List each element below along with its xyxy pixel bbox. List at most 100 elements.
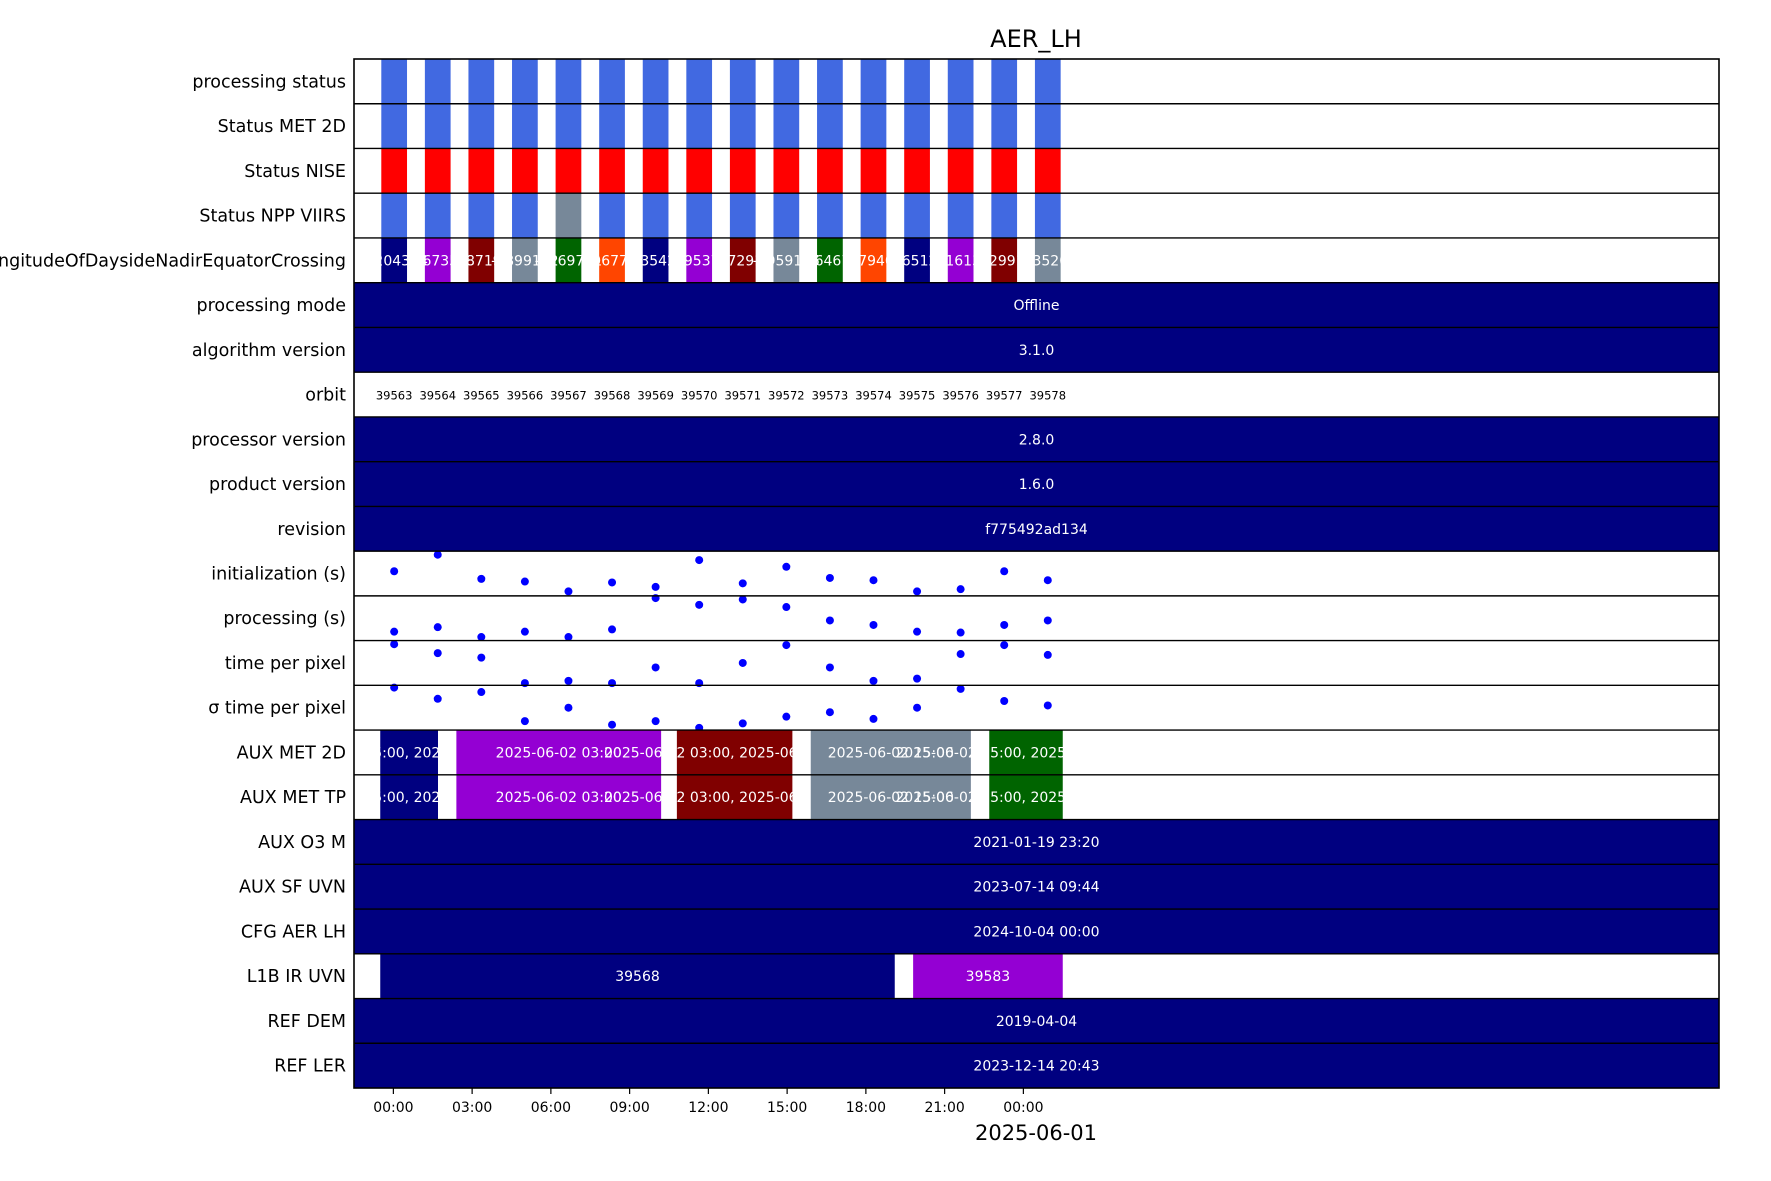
x-tick-label-5: 15:00 bbox=[767, 1100, 807, 1116]
point-initialization-s-8 bbox=[738, 579, 747, 588]
point-time-per-pixel-13 bbox=[956, 650, 965, 659]
span-label-aux-met-2d-2: 2025-06-02 03:00, 2025-06-02 15:00 bbox=[604, 745, 865, 761]
x-tick-label-3: 09:00 bbox=[609, 1100, 649, 1116]
point-processing-s-4 bbox=[564, 633, 573, 642]
row-label-processing-mode: processing mode bbox=[196, 296, 346, 316]
row-label-cfg-aer-lh: CFG AER LH bbox=[241, 922, 346, 942]
bar-status-npp-viirs-9 bbox=[773, 193, 800, 238]
point-time-per-pixel-14 bbox=[1000, 697, 1009, 706]
span-ref-ler-0 bbox=[354, 1043, 1719, 1088]
span-label-algorithm-version-0: 3.1.0 bbox=[1019, 343, 1055, 359]
bar-longitudeofdaysidenadirequatorcrossing-15 bbox=[1034, 237, 1061, 283]
row-label-time-per-pixel: time per pixel bbox=[225, 654, 346, 674]
span-algorithm-version-0 bbox=[354, 327, 1719, 373]
span-label-l1b-ir-uvn-1: 39583 bbox=[966, 969, 1011, 985]
orbit-number-9: 39572 bbox=[768, 389, 805, 403]
bar-status-npp-viirs-2 bbox=[468, 193, 495, 238]
point-time-per-pixel-10 bbox=[825, 708, 834, 717]
row-label-time-per-pixel: σ time per pixel bbox=[208, 699, 346, 719]
span-label-ref-ler-0: 2023-12-14 20:43 bbox=[973, 1059, 1099, 1075]
point-time-per-pixel-6 bbox=[651, 663, 660, 672]
bar-status-nise-5 bbox=[599, 148, 625, 194]
point-time-per-pixel-1 bbox=[433, 649, 442, 658]
span-l1b-ir-uvn-1 bbox=[913, 953, 1063, 999]
bar-status-met-2d-12 bbox=[904, 103, 930, 149]
x-tick-label-4: 12:00 bbox=[688, 1100, 728, 1116]
bar-status-met-2d-0 bbox=[381, 103, 408, 149]
point-initialization-s-14 bbox=[1000, 567, 1009, 576]
orbit-number-13: 39576 bbox=[942, 389, 979, 403]
span-label-aux-met-tp-3: 2025-06-02 15:00 bbox=[828, 790, 954, 806]
point-initialization-s-7 bbox=[695, 556, 704, 565]
row-label-initialization-s: initialization (s) bbox=[211, 565, 346, 585]
span-label-processing-mode-0: Offline bbox=[1014, 298, 1060, 314]
bar-status-met-2d-8 bbox=[729, 103, 756, 149]
bar-label-longitudeofdaysidenadirequatorcrossing-14: -829918 bbox=[975, 253, 1034, 269]
point-time-per-pixel-4 bbox=[564, 703, 573, 712]
span-label-cfg-aer-lh-0: 2024-10-04 00:00 bbox=[973, 924, 1099, 940]
x-tick-label-6: 18:00 bbox=[846, 1100, 886, 1116]
bar-status-met-2d-5 bbox=[599, 103, 625, 149]
orbit-number-12: 39575 bbox=[899, 389, 936, 403]
bar-processing-status-9 bbox=[773, 59, 800, 104]
bar-longitudeofdaysidenadirequatorcrossing-7 bbox=[686, 237, 713, 283]
bar-longitudeofdaysidenadirequatorcrossing-4 bbox=[555, 237, 582, 283]
bar-status-nise-15 bbox=[1034, 148, 1061, 194]
point-time-per-pixel-0 bbox=[390, 640, 399, 649]
row-label-aux-met-2d: AUX MET 2D bbox=[237, 743, 346, 763]
span-label-aux-o3-m-0: 2021-01-19 23:20 bbox=[973, 835, 1099, 851]
bar-status-nise-11 bbox=[860, 148, 887, 194]
point-initialization-s-12 bbox=[913, 587, 922, 596]
span-aux-met-2d-3 bbox=[810, 730, 971, 775]
point-initialization-s-3 bbox=[520, 577, 529, 586]
bar-label-longitudeofdaysidenadirequatorcrossing-1: -167351 bbox=[408, 253, 467, 269]
bar-status-nise-1 bbox=[424, 148, 451, 194]
row-label-aux-sf-uvn: AUX SF UVN bbox=[239, 878, 346, 898]
point-initialization-s-10 bbox=[825, 573, 834, 582]
bar-status-met-2d-2 bbox=[468, 103, 495, 149]
bar-processing-status-0 bbox=[381, 59, 408, 104]
span-label-aux-met-2d-3: 2025-06-02 15:00 bbox=[828, 745, 954, 761]
point-initialization-s-5 bbox=[608, 578, 617, 587]
point-time-per-pixel-15 bbox=[1043, 701, 1052, 710]
bar-longitudeofdaysidenadirequatorcrossing-3 bbox=[512, 237, 538, 283]
row-labels: processing status Status MET 2D Status NIS… bbox=[0, 72, 346, 1076]
point-processing-s-10 bbox=[825, 616, 834, 625]
orbit-number-4: 39567 bbox=[550, 389, 587, 403]
orbit-number-14: 39577 bbox=[986, 389, 1023, 403]
bar-longitudeofdaysidenadirequatorcrossing-9 bbox=[773, 237, 800, 283]
orbit-number-5: 39568 bbox=[594, 389, 631, 403]
bar-longitudeofdaysidenadirequatorcrossing-2 bbox=[468, 237, 495, 283]
bar-status-met-2d-9 bbox=[773, 103, 800, 149]
bar-status-met-2d-15 bbox=[1034, 103, 1061, 149]
bar-status-npp-viirs-7 bbox=[686, 193, 713, 238]
span-aux-met-tp-2 bbox=[676, 774, 793, 820]
bar-status-npp-viirs-10 bbox=[817, 193, 843, 238]
row-label-status-npp-viirs: Status NPP VIIRS bbox=[199, 207, 346, 227]
orbit-number-0: 39563 bbox=[376, 389, 413, 403]
point-processing-s-11 bbox=[869, 620, 878, 629]
point-time-per-pixel-14 bbox=[1000, 641, 1009, 650]
point-initialization-s-2 bbox=[477, 574, 486, 583]
bar-longitudeofdaysidenadirequatorcrossing-12 bbox=[904, 237, 930, 283]
point-processing-s-14 bbox=[1000, 620, 1009, 629]
bar-status-npp-viirs-11 bbox=[860, 193, 887, 238]
row-label-status-nise: Status NISE bbox=[244, 162, 346, 182]
bar-label-longitudeofdaysidenadirequatorcrossing-15: -935205 bbox=[1019, 253, 1078, 269]
row-label-aux-o3-m: AUX O3 M bbox=[258, 833, 346, 853]
plot-frame bbox=[353, 58, 1720, 1089]
bar-status-npp-viirs-12 bbox=[904, 193, 930, 238]
point-initialization-s-9 bbox=[782, 562, 791, 571]
x-tick-label-8: 00:00 bbox=[1003, 1100, 1043, 1116]
bar-status-npp-viirs-5 bbox=[599, 193, 625, 238]
orbit-number-15: 39578 bbox=[1029, 389, 1066, 403]
bar-status-nise-7 bbox=[686, 148, 713, 194]
point-processing-s-0 bbox=[390, 627, 399, 636]
span-aux-met-2d-0 bbox=[380, 730, 438, 775]
bar-longitudeofdaysidenadirequatorcrossing-1 bbox=[424, 237, 451, 283]
bar-label-longitudeofdaysidenadirequatorcrossing-0: -3204384 bbox=[360, 253, 427, 269]
bar-status-nise-13 bbox=[947, 148, 974, 194]
row-label-product-version: product version bbox=[209, 475, 346, 495]
span-label-processor-version-0: 2.8.0 bbox=[1019, 432, 1055, 448]
